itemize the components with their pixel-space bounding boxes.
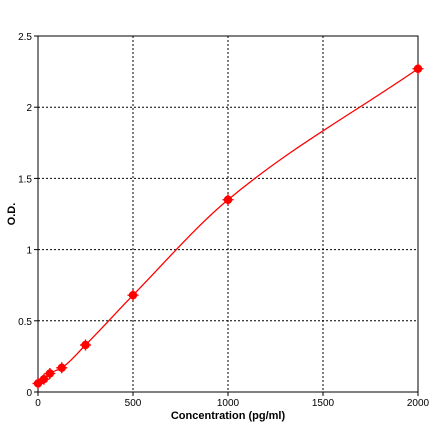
- y-axis-title: O.D.: [6, 203, 18, 226]
- data-points: [32, 63, 424, 389]
- data-point: [32, 377, 44, 389]
- x-tick-label: 0: [35, 398, 41, 409]
- data-point: [222, 194, 234, 206]
- x-axis-title: Concentration (pg/ml): [171, 410, 286, 422]
- x-tick-label: 1500: [312, 398, 335, 409]
- grid-lines: [38, 36, 418, 392]
- x-tick-label: 1000: [217, 398, 240, 409]
- x-tick-label: 2000: [407, 398, 430, 409]
- y-tick-label: 2.5: [18, 32, 32, 43]
- y-tick-label: 1: [26, 246, 32, 257]
- y-tick-label: 1.5: [18, 174, 32, 185]
- data-point: [127, 289, 139, 301]
- axis-ticks: 0 500 1000 1500 2000 0 0.5 1 1.5 2 2.5: [18, 32, 429, 409]
- data-point: [44, 367, 56, 379]
- y-tick-label: 0: [26, 388, 32, 399]
- data-point: [412, 63, 424, 75]
- x-tick-label: 500: [125, 398, 142, 409]
- data-point: [80, 339, 91, 351]
- data-point: [38, 373, 50, 385]
- y-tick-label: 2: [26, 103, 32, 114]
- data-point: [56, 362, 68, 374]
- y-tick-label: 0.5: [18, 317, 32, 328]
